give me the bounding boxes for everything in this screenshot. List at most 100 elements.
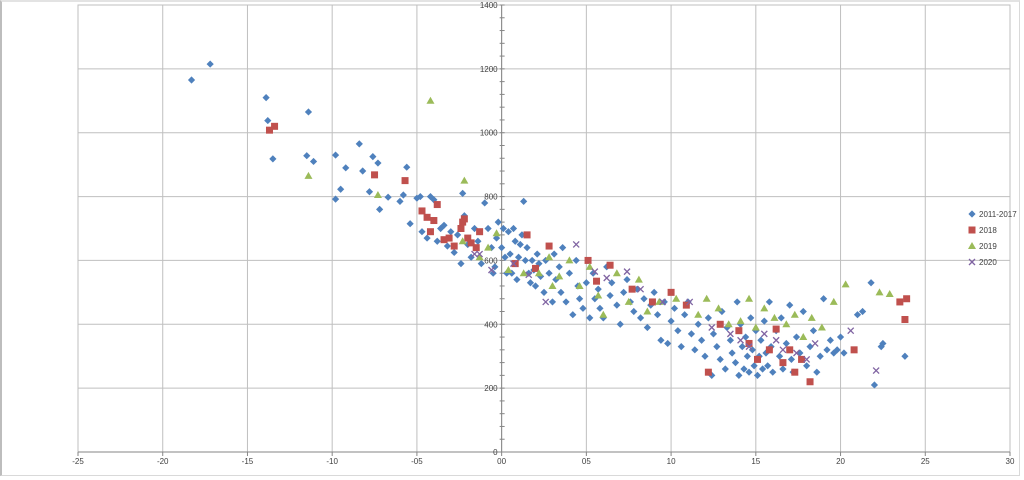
data-point	[674, 327, 682, 335]
data-point	[447, 228, 455, 236]
data-point	[423, 213, 431, 221]
data-point	[896, 298, 904, 306]
data-point	[555, 272, 564, 280]
data-point	[523, 231, 531, 239]
data-point	[423, 234, 431, 242]
data-point	[426, 96, 435, 104]
data-point	[418, 207, 426, 215]
data-point	[745, 339, 753, 347]
data-point	[750, 362, 758, 370]
data-point	[770, 313, 779, 321]
series-2020	[471, 241, 880, 375]
data-point	[331, 195, 340, 203]
data-point	[271, 122, 279, 130]
data-point	[542, 256, 550, 265]
data-point	[701, 352, 709, 360]
data-point	[476, 228, 484, 236]
legend-label: 2019	[979, 242, 997, 251]
data-point	[743, 352, 751, 360]
data-point	[467, 239, 475, 247]
data-point	[803, 362, 811, 370]
data-point	[575, 295, 584, 303]
data-point	[702, 294, 711, 302]
data-point	[691, 346, 699, 354]
data-point	[686, 298, 694, 306]
data-point	[751, 323, 760, 331]
data-point	[477, 260, 485, 268]
data-point	[694, 320, 702, 328]
data-point	[745, 343, 753, 351]
data-point	[331, 151, 340, 159]
data-point	[754, 355, 762, 363]
data-point	[740, 365, 748, 373]
data-point	[504, 266, 513, 274]
x-tick-label: -25	[72, 457, 84, 466]
data-point	[847, 327, 855, 335]
data-point	[450, 248, 458, 257]
data-point	[721, 365, 729, 373]
data-point	[187, 76, 196, 84]
data-point	[457, 260, 465, 268]
data-point	[713, 343, 721, 351]
data-point	[677, 343, 685, 351]
data-point	[640, 295, 648, 303]
data-point	[304, 108, 313, 116]
y-tick-label: 1000	[480, 129, 498, 138]
data-point	[569, 311, 577, 319]
data-point	[464, 234, 472, 242]
data-point	[548, 281, 557, 289]
data-point	[309, 157, 318, 166]
data-point	[659, 298, 667, 306]
data-point	[807, 313, 816, 321]
data-point	[476, 250, 484, 258]
data-point	[903, 295, 911, 303]
data-point	[355, 140, 363, 148]
data-point	[735, 371, 743, 379]
data-point	[534, 269, 543, 277]
data-point	[264, 116, 272, 125]
data-point	[550, 250, 558, 258]
data-point	[782, 320, 791, 328]
data-point	[460, 176, 469, 184]
data-point	[760, 304, 769, 312]
data-point	[850, 346, 858, 354]
data-point	[733, 298, 741, 306]
data-point	[467, 253, 475, 261]
data-point	[545, 253, 554, 261]
data-point	[694, 310, 703, 318]
data-point	[384, 193, 392, 201]
data-point	[753, 371, 762, 379]
data-point	[704, 368, 712, 376]
data-point	[450, 242, 458, 250]
data-point	[736, 317, 745, 325]
data-point	[748, 346, 757, 354]
data-point	[265, 126, 273, 134]
data-point	[782, 339, 790, 348]
data-point	[484, 243, 493, 251]
data-point	[418, 228, 426, 236]
data-point	[499, 224, 507, 233]
data-point	[510, 260, 517, 268]
data-point	[765, 346, 773, 354]
data-point	[526, 279, 535, 287]
data-point	[726, 336, 734, 344]
data-point	[616, 320, 624, 328]
data-point	[528, 256, 536, 265]
data-point	[787, 355, 796, 364]
data-point	[726, 330, 734, 338]
data-point	[516, 240, 524, 249]
y-tick-label: 400	[484, 320, 498, 329]
data-point	[518, 231, 526, 239]
data-point	[492, 229, 501, 237]
x-tick-label: 00	[497, 457, 506, 466]
data-point	[403, 163, 411, 171]
data-point	[565, 256, 574, 264]
data-point	[594, 291, 603, 299]
data-point	[503, 269, 511, 277]
data-point	[484, 224, 492, 233]
data-point	[206, 60, 214, 68]
data-point	[853, 311, 862, 319]
plot-area-border	[77, 4, 1011, 453]
data-point	[826, 336, 834, 344]
data-point	[487, 244, 496, 252]
